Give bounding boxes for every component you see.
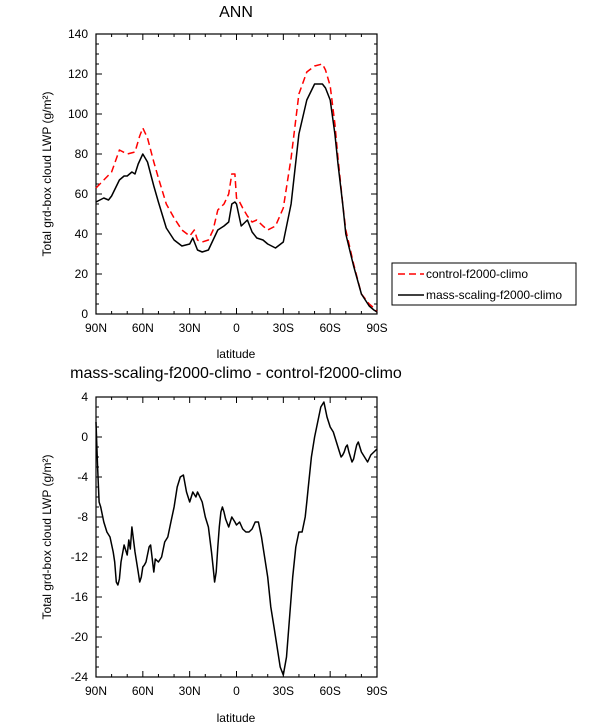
top-y-tick-label: 100 [68,107,88,121]
bottom-series-difference-line [95,401,378,676]
bottom-x-tick-label: 0 [233,684,240,698]
top-chart-xlabel: latitude [217,347,256,361]
top-series-control-f2000-climo-line [95,63,378,313]
bottom-y-tick-label: -20 [71,630,89,644]
bottom-chart-title: mass-scaling-f2000-climo - control-f2000… [70,365,402,382]
bottom-x-tick-label: 30S [273,684,294,698]
top-y-tick-label: 60 [75,187,89,201]
bottom-y-tick-label: 0 [81,430,88,444]
top-chart-ylabel: Total grd-box cloud LWP (g/m²) [40,92,54,257]
bottom-x-tick-label: 60S [319,684,340,698]
top-y-tick-label: 120 [68,67,88,81]
top-y-tick-label: 20 [75,267,89,281]
legend: control-f2000-climo mass-scaling-f2000-c… [391,262,577,306]
top-y-tick-label: 80 [75,147,89,161]
top-x-tick-label: 90N [85,321,107,335]
bottom-x-tick-label: 90S [366,684,387,698]
top-x-tick-label: 0 [233,321,240,335]
top-chart-title: ANN [219,4,253,21]
bottom-y-tick-label: 4 [81,390,88,404]
top-chart: ANN Total grd-box cloud LWP (g/m²) latit… [40,4,388,361]
bottom-chart: mass-scaling-f2000-climo - control-f2000… [40,365,402,725]
bottom-y-tick-label: -24 [71,670,89,684]
legend-label-mass-scaling: mass-scaling-f2000-climo [426,288,562,302]
legend-box [391,262,577,306]
top-y-tick-label: 0 [81,307,88,321]
bottom-y-tick-label: -16 [71,590,89,604]
bottom-y-tick-label: -12 [71,550,89,564]
bottom-x-tick-label: 60N [132,684,154,698]
bottom-chart-xlabel: latitude [217,711,256,725]
top-x-tick-label: 30N [179,321,201,335]
top-x-tick-label: 30S [273,321,294,335]
top-x-tick-label: 90S [366,321,387,335]
bottom-chart-ylabel: Total grd-box cloud LWP (g/m²) [40,455,54,620]
bottom-plot-area: 90N 60N 30N 0 30S 60S 90S -24 -20 -16 -12 -8 -4 0 4 [71,390,388,698]
top-plot-frame [95,33,378,315]
bottom-x-tick-label: 90N [85,684,107,698]
top-y-tick-label: 40 [75,227,89,241]
top-series-mass-scaling-f2000-climo-line [95,83,378,313]
bottom-x-tick-label: 30N [179,684,201,698]
top-plot-area: 90N 60N 30N 0 30S 60S 90S 0 20 40 60 80 100 120 140 [68,27,388,335]
top-y-tick-label: 140 [68,27,88,41]
bottom-y-tick-label: -4 [77,470,88,484]
bottom-y-tick-label: -8 [77,510,88,524]
legend-label-control: control-f2000-climo [426,267,528,281]
top-x-tick-label: 60S [319,321,340,335]
top-x-tick-label: 60N [132,321,154,335]
